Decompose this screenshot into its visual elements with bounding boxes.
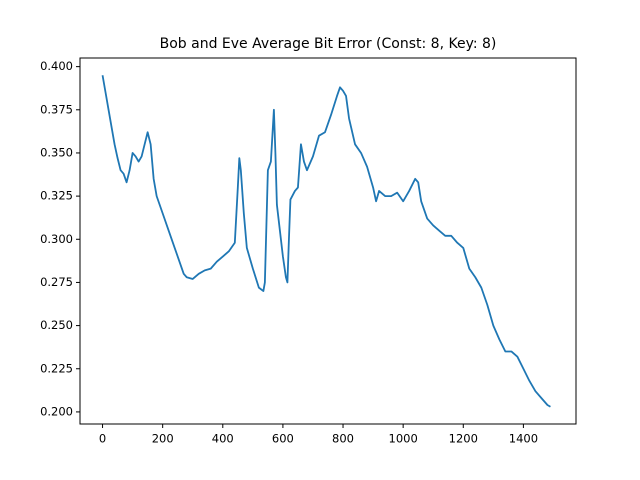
x-tick-label: 0	[99, 432, 106, 446]
y-tick-label: 0.200	[40, 404, 73, 418]
x-tick-label: 200	[152, 432, 174, 446]
y-tick-label: 0.325	[40, 189, 73, 203]
y-tick-label: 0.375	[40, 102, 73, 116]
chart-title: Bob and Eve Average Bit Error (Const: 8,…	[160, 36, 497, 52]
x-tick-label: 1200	[449, 432, 478, 446]
x-tick-label: 600	[272, 432, 294, 446]
y-tick-label: 0.400	[40, 59, 73, 73]
data-line	[101, 75, 551, 408]
x-tick-label: 400	[212, 432, 234, 446]
y-tick-label: 0.350	[40, 145, 73, 159]
y-tick-label: 0.300	[40, 232, 73, 246]
x-tick-label: 1000	[389, 432, 418, 446]
y-tick-label: 0.275	[40, 275, 73, 289]
y-tick-label: 0.250	[40, 318, 73, 332]
y-tick-label: 0.225	[40, 361, 73, 375]
plot-frame	[79, 57, 577, 425]
x-tick-label: 800	[332, 432, 354, 446]
x-tick-label: 1400	[509, 432, 538, 446]
